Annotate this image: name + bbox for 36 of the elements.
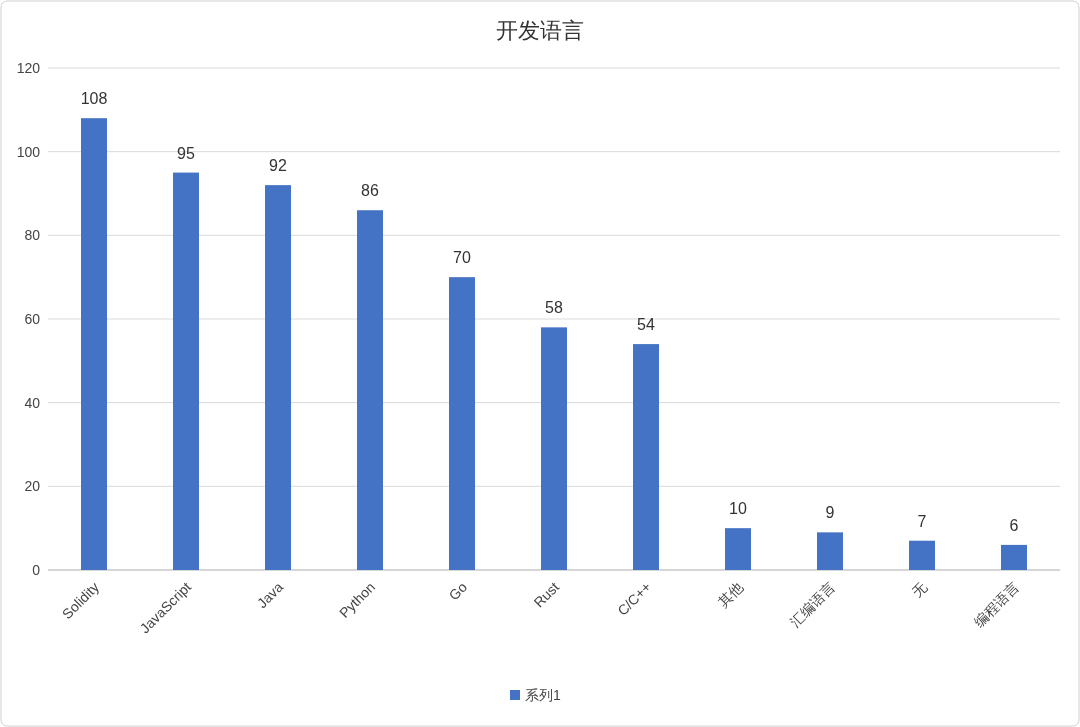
- bar: [357, 210, 383, 570]
- bar: [265, 185, 291, 570]
- x-tick-label: 其他: [715, 578, 747, 610]
- bar: [817, 532, 843, 570]
- y-tick-label: 0: [32, 562, 41, 578]
- y-tick-label: 40: [24, 394, 41, 411]
- data-label: 92: [269, 157, 287, 175]
- x-tick-label: Go: [445, 578, 471, 604]
- data-label: 54: [637, 316, 655, 334]
- x-tick-label: 无: [908, 578, 931, 601]
- data-label: 9: [825, 504, 835, 522]
- x-tick-label: 汇编语言: [787, 578, 839, 630]
- bar: [81, 118, 107, 570]
- bar: [725, 528, 751, 570]
- bar: [633, 344, 659, 570]
- x-tick-label: 编程语言: [971, 578, 1023, 630]
- y-tick-label: 60: [24, 311, 41, 327]
- y-tick-label: 100: [16, 143, 41, 160]
- bar: [449, 277, 475, 570]
- data-label: 70: [453, 249, 471, 267]
- chart-title: 开发语言: [496, 18, 584, 43]
- data-label: 86: [361, 182, 379, 200]
- bar: [541, 327, 567, 570]
- y-tick-label: 20: [24, 478, 41, 495]
- legend-label: 系列1: [525, 687, 561, 703]
- data-label: 95: [177, 144, 195, 162]
- bar: [1001, 544, 1027, 570]
- data-label: 58: [545, 299, 563, 317]
- data-label: 7: [917, 512, 927, 530]
- data-label: 6: [1009, 516, 1019, 534]
- bar: [173, 172, 199, 570]
- data-label: 10: [729, 500, 747, 518]
- y-tick-label: 80: [24, 227, 41, 244]
- y-tick-label: 120: [16, 60, 41, 76]
- data-label: 108: [80, 90, 108, 108]
- bar: [909, 540, 935, 570]
